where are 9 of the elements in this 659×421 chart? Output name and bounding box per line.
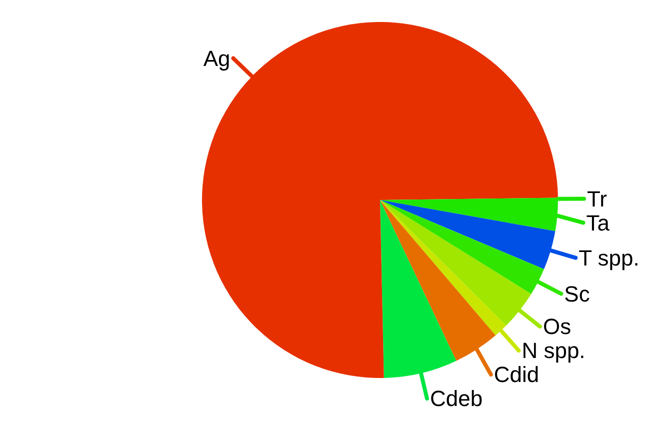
slice-label: Sc — [564, 281, 590, 306]
slice-label: Cdid — [494, 362, 540, 388]
slice-label: N spp. — [522, 338, 586, 364]
slice-label: Tr — [586, 186, 607, 212]
slice-label: Ta — [586, 210, 610, 236]
slice-label: T spp. — [578, 246, 640, 271]
slice-label: Os — [543, 314, 572, 340]
slice-label: Cdeb — [430, 386, 483, 412]
slice-label: Ag — [203, 46, 230, 71]
